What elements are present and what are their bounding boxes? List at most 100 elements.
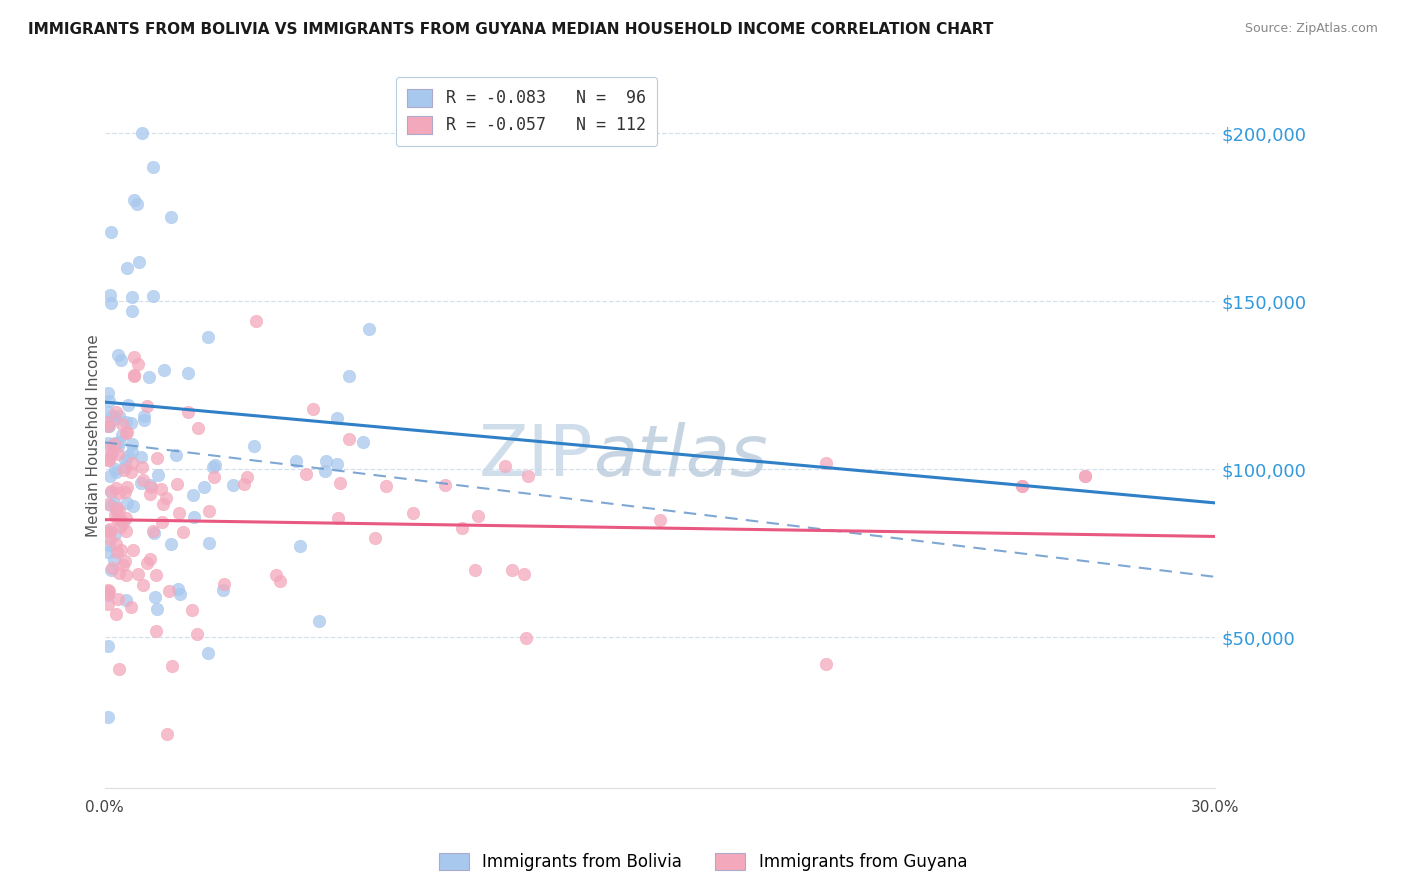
Point [97, 452, 120, 467]
Point [107, 409, 129, 423]
Point [202, 459, 225, 474]
Point [110, 353, 132, 368]
Point [146, 467, 169, 482]
Point [160, 658, 183, 673]
Point [107, 566, 129, 580]
Point [150, 515, 173, 529]
Point [110, 417, 132, 432]
Point [359, 322, 381, 336]
Point [98, 393, 121, 408]
Point [129, 450, 152, 464]
Point [145, 568, 167, 582]
Point [434, 478, 457, 492]
Point [402, 506, 425, 520]
Point [115, 426, 138, 441]
Point [103, 552, 125, 566]
Point [288, 539, 311, 553]
Point [101, 446, 124, 460]
Point [150, 483, 173, 497]
Point [100, 561, 122, 575]
Point [169, 587, 191, 601]
Point [115, 415, 138, 429]
Point [139, 486, 162, 500]
Point [115, 260, 138, 275]
Point [269, 574, 291, 589]
Point [104, 435, 127, 450]
Point [111, 516, 134, 531]
Point [114, 524, 136, 539]
Point [1011, 479, 1033, 493]
Point [115, 593, 138, 607]
Point [245, 314, 267, 328]
Point [181, 488, 204, 502]
Point [98, 525, 121, 540]
Point [197, 330, 219, 344]
Point [98, 469, 121, 483]
Point [815, 657, 838, 672]
Point [121, 304, 143, 318]
Point [98, 538, 121, 552]
Point [152, 497, 174, 511]
Point [142, 160, 165, 174]
Point [464, 563, 486, 577]
Point [97, 436, 120, 450]
Point [97, 584, 120, 599]
Point [104, 465, 127, 479]
Point [326, 457, 349, 471]
Point [165, 448, 187, 462]
Point [143, 590, 166, 604]
Point [301, 402, 323, 417]
Point [97, 597, 120, 611]
Point [98, 532, 121, 546]
Point [132, 413, 155, 427]
Point [308, 614, 330, 628]
Point [139, 551, 162, 566]
Point [107, 592, 129, 607]
Point [222, 478, 245, 492]
Legend: R = -0.083   N =  96, R = -0.057   N = 112: R = -0.083 N = 96, R = -0.057 N = 112 [395, 77, 657, 146]
Point [1074, 469, 1097, 483]
Point [193, 480, 215, 494]
Point [516, 469, 538, 483]
Point [105, 512, 128, 526]
Point [105, 501, 128, 516]
Point [103, 437, 125, 451]
Point [104, 461, 127, 475]
Point [197, 504, 219, 518]
Point [131, 473, 153, 487]
Point [128, 255, 150, 269]
Point [187, 421, 209, 435]
Point [515, 631, 537, 645]
Point [202, 470, 225, 484]
Point [105, 502, 128, 516]
Point [122, 368, 145, 383]
Point [329, 475, 352, 490]
Point [160, 537, 183, 551]
Point [121, 436, 143, 450]
Point [339, 369, 361, 384]
Point [352, 435, 374, 450]
Point [139, 480, 162, 494]
Point [314, 464, 336, 478]
Point [97, 709, 120, 723]
Point [104, 482, 127, 496]
Point [337, 432, 360, 446]
Point [111, 558, 134, 572]
Point [138, 369, 160, 384]
Point [98, 440, 121, 454]
Point [115, 496, 138, 510]
Point [145, 624, 167, 638]
Point [131, 126, 153, 140]
Point [97, 586, 120, 600]
Point [120, 465, 142, 479]
Point [104, 405, 127, 419]
Point [105, 537, 128, 551]
Point [375, 478, 398, 492]
Point [97, 416, 120, 430]
Point [104, 527, 127, 541]
Point [117, 449, 139, 463]
Point [121, 290, 143, 304]
Point [122, 350, 145, 364]
Point [97, 418, 120, 433]
Point [501, 563, 523, 577]
